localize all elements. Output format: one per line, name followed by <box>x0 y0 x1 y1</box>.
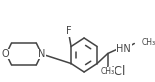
Text: O: O <box>2 49 10 59</box>
Text: CH₃: CH₃ <box>101 67 115 76</box>
Text: HN: HN <box>116 43 131 53</box>
Text: N: N <box>38 49 46 59</box>
Text: F: F <box>66 26 72 36</box>
Text: CH₃: CH₃ <box>141 38 155 47</box>
Text: HCl: HCl <box>106 65 126 78</box>
